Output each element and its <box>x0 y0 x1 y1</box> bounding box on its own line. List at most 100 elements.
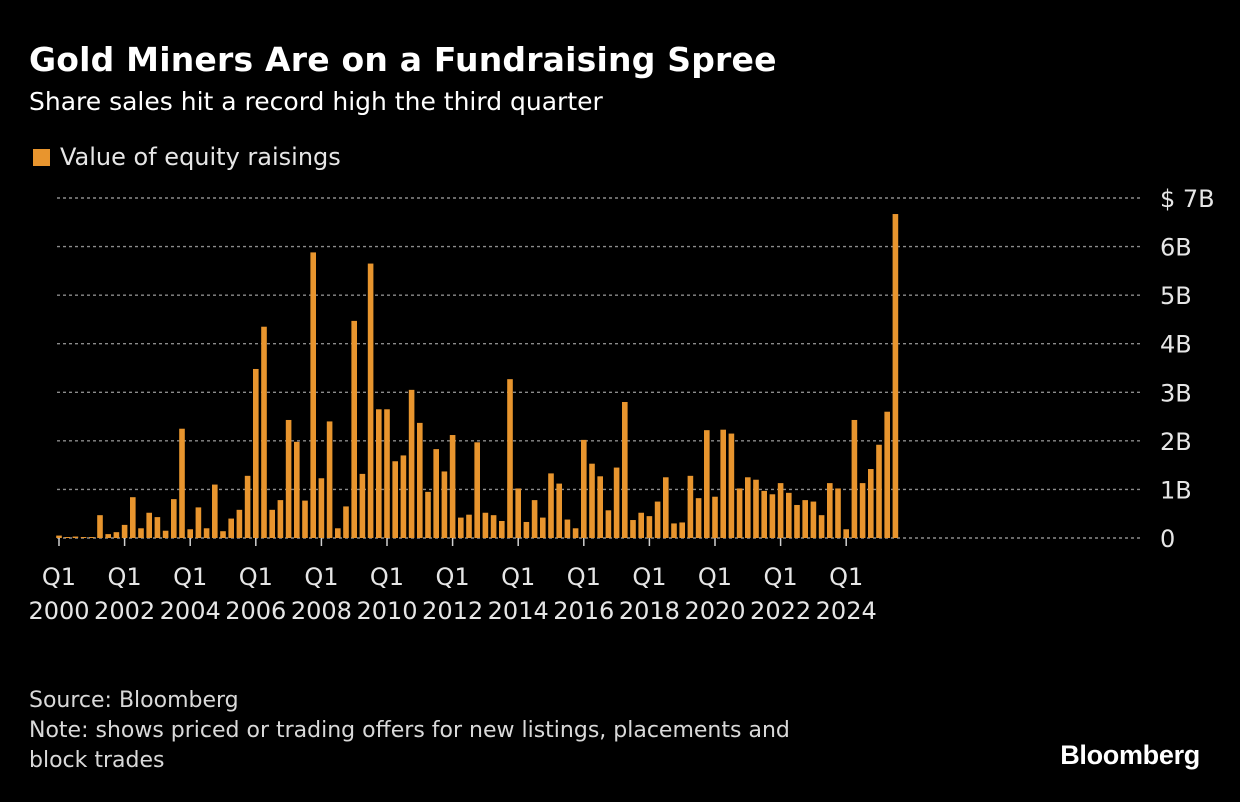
source-text: Source: Bloomberg <box>29 688 239 713</box>
x-tick-year: 2008 <box>291 597 352 625</box>
bar <box>490 515 497 538</box>
y-tick-label: 6B <box>1160 234 1192 262</box>
bar <box>499 521 505 538</box>
x-tick-quarter: Q1 <box>632 563 666 591</box>
bar <box>761 490 767 538</box>
bar <box>277 500 284 538</box>
bar <box>548 473 554 538</box>
footer: Source: Bloomberg Note: shows priced or … <box>29 686 929 776</box>
x-tick-year: 2018 <box>619 597 680 625</box>
bar <box>466 514 472 538</box>
bar <box>400 455 407 538</box>
bar <box>343 506 349 538</box>
bar <box>195 507 202 538</box>
x-tick-year: 2006 <box>225 597 286 625</box>
bar <box>220 531 226 538</box>
bar <box>408 389 415 538</box>
bar <box>810 501 817 538</box>
bar <box>302 500 308 538</box>
bar <box>138 528 144 538</box>
x-tick-year: 2000 <box>28 597 89 625</box>
bar <box>654 501 661 538</box>
bar <box>351 320 357 538</box>
bar <box>310 252 316 538</box>
bar <box>261 326 267 538</box>
bar <box>203 528 210 538</box>
bloomberg-logo: Bloomberg <box>1060 740 1200 770</box>
bar <box>851 419 858 538</box>
bar <box>605 510 612 538</box>
bar <box>113 532 120 538</box>
chart-title: Gold Miners Are on a Fundraising Spree <box>29 40 777 79</box>
x-tick-quarter: Q1 <box>829 563 863 591</box>
x-tick-quarter: Q1 <box>501 563 535 591</box>
x-tick-year: 2016 <box>553 597 614 625</box>
bar <box>318 478 325 538</box>
bar <box>294 441 300 538</box>
x-tick-quarter: Q1 <box>698 563 732 591</box>
bar <box>597 476 603 538</box>
bar <box>482 512 489 538</box>
bar <box>244 475 251 538</box>
x-axis-ticks: Q1 2000 Q1 2002 Q1 2004 Q1 2006 Q1 2008 Q1 2010 Q1 20… <box>28 538 877 625</box>
bar <box>876 444 882 538</box>
y-axis-ticks: 0 1B 2B 3B 4B 5B 6B $ 7B <box>1160 185 1215 553</box>
bar <box>376 409 382 538</box>
bar <box>97 515 103 538</box>
note-text-line1: Note: shows priced or trading offers for… <box>29 718 790 743</box>
bar <box>515 488 521 538</box>
bar <box>146 512 152 538</box>
bar <box>564 519 571 538</box>
x-tick-year: 2022 <box>750 597 811 625</box>
bar <box>687 475 694 538</box>
bar <box>121 524 128 538</box>
x-tick-quarter: Q1 <box>173 563 207 591</box>
bar <box>818 515 825 538</box>
bar <box>154 517 161 538</box>
bar <box>367 263 374 538</box>
x-tick-year: 2014 <box>488 597 549 625</box>
bar <box>663 477 669 538</box>
bar <box>449 435 456 538</box>
x-tick-quarter: Q1 <box>370 563 404 591</box>
y-tick-label: 0 <box>1160 525 1175 553</box>
bar <box>228 518 234 538</box>
x-tick-quarter: Q1 <box>304 563 338 591</box>
bar <box>646 516 653 538</box>
bar <box>786 492 792 538</box>
bar <box>187 529 193 538</box>
y-tick-label: $ 7B <box>1160 185 1215 213</box>
bar <box>474 442 480 538</box>
bar <box>171 499 177 538</box>
x-tick-year: 2002 <box>94 597 155 625</box>
bar <box>179 428 185 538</box>
bar <box>64 537 70 538</box>
bar <box>236 509 243 538</box>
x-tick-year: 2012 <box>422 597 483 625</box>
x-tick-year: 2024 <box>816 597 877 625</box>
bar <box>105 534 111 538</box>
bar <box>679 522 685 538</box>
bar <box>802 500 808 538</box>
y-tick-label: 2B <box>1160 428 1192 456</box>
legend-swatch <box>33 148 50 166</box>
bar <box>843 529 849 538</box>
bar <box>80 537 87 538</box>
bar <box>130 497 136 538</box>
y-tick-label: 3B <box>1160 379 1192 407</box>
bar <box>712 496 718 538</box>
bar <box>523 521 530 538</box>
bar <box>704 430 710 538</box>
bar <box>630 520 636 538</box>
x-tick-quarter: Q1 <box>108 563 142 591</box>
bar <box>269 509 275 538</box>
bar <box>433 449 439 538</box>
bar <box>613 467 620 538</box>
bar <box>556 483 562 538</box>
bar <box>777 483 784 538</box>
bar <box>892 214 899 538</box>
bar <box>753 479 759 538</box>
bars <box>56 214 899 538</box>
y-tick-label: 4B <box>1160 331 1192 359</box>
x-tick-year: 2010 <box>356 597 417 625</box>
